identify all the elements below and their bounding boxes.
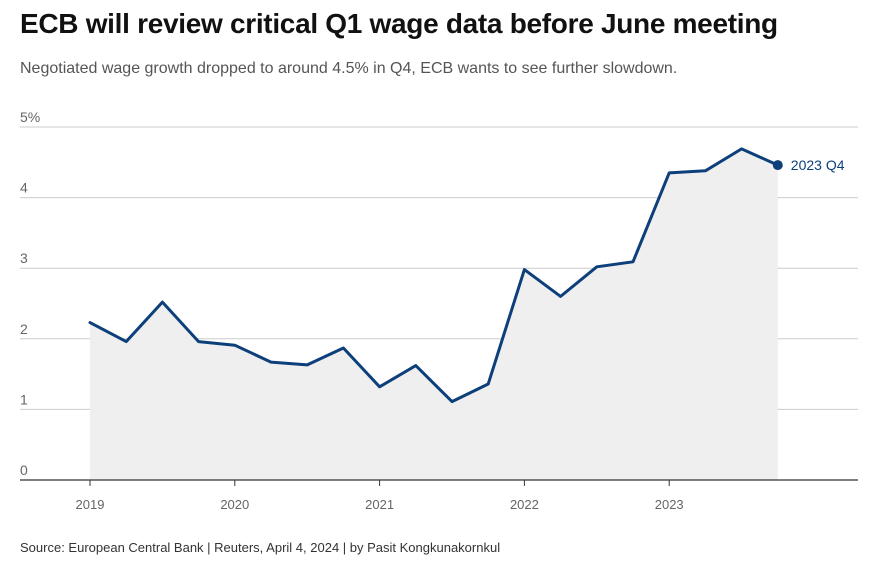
x-tick-label: 2023 xyxy=(655,497,684,512)
x-tick-label: 2019 xyxy=(76,497,105,512)
chart-title: ECB will review critical Q1 wage data be… xyxy=(20,8,778,39)
wage-growth-chart: 0 1 2 3 4 5% 2019 2020 2021 2022 2023 2023 Q4 xyxy=(20,109,858,512)
y-tick-label: 1 xyxy=(20,391,28,407)
y-tick-label: 0 xyxy=(20,462,28,478)
area-fill xyxy=(90,148,778,480)
y-tick-label: 2 xyxy=(20,321,28,337)
x-axis-ticks: 2019 2020 2021 2022 2023 xyxy=(76,480,684,512)
x-tick-label: 2021 xyxy=(365,497,394,512)
end-point-label: 2023 Q4 xyxy=(791,157,845,173)
chart-subtitle: Negotiated wage growth dropped to around… xyxy=(20,60,678,77)
y-axis-ticks: 0 1 2 3 4 5% xyxy=(20,109,40,478)
y-tick-label: 4 xyxy=(20,180,28,196)
series-line xyxy=(88,147,780,404)
y-tick-label: 5% xyxy=(20,109,40,125)
y-tick-label: 3 xyxy=(20,250,28,266)
x-tick-label: 2022 xyxy=(510,497,539,512)
x-tick-label: 2020 xyxy=(220,497,249,512)
source-footer: Source: European Central Bank | Reuters,… xyxy=(20,540,501,555)
end-point-marker xyxy=(772,160,783,171)
